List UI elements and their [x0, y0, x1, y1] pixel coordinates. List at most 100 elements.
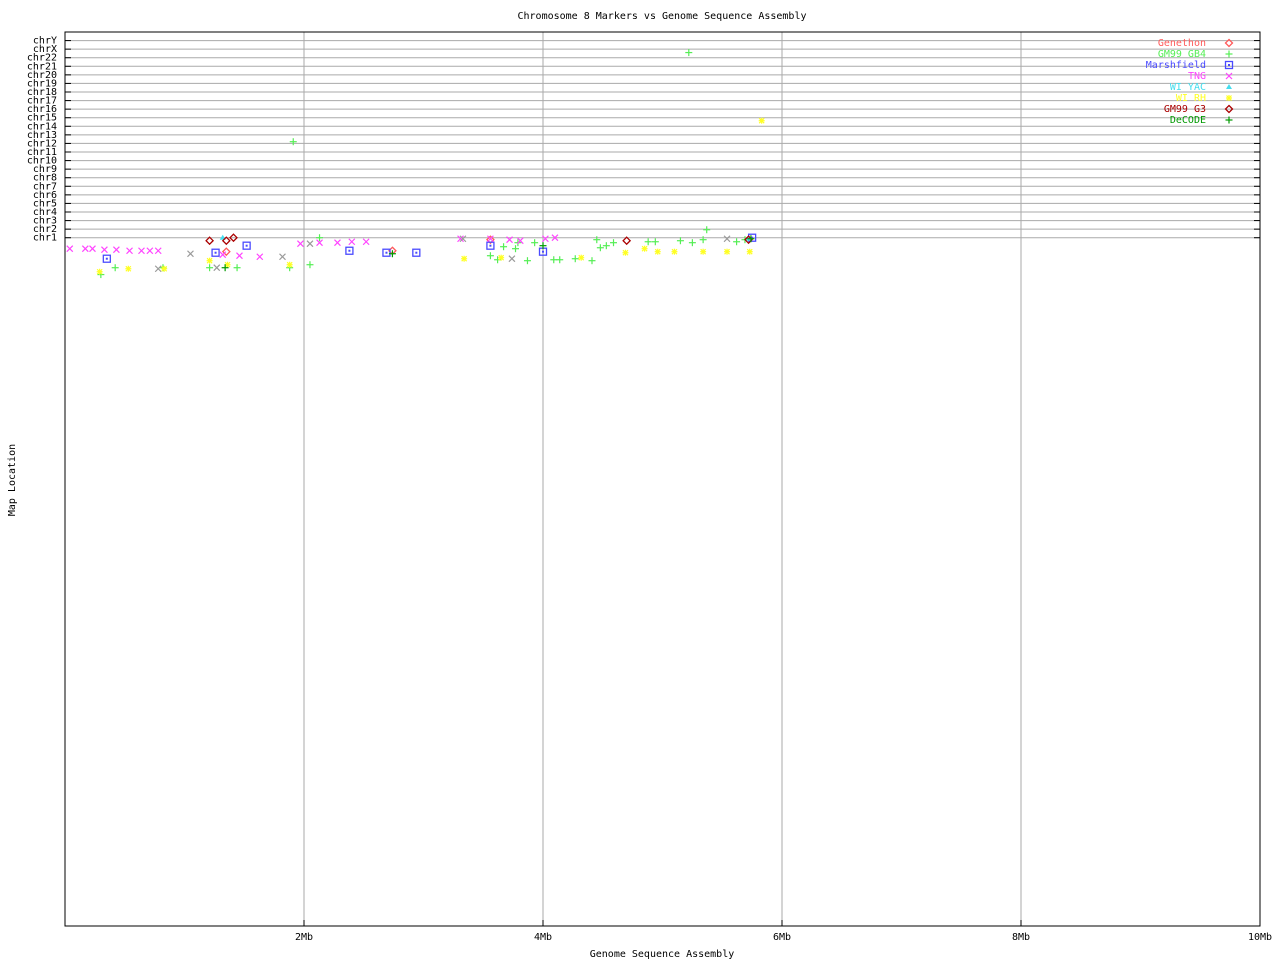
data-point-gm99-gb4: [685, 49, 693, 57]
marker-shape: [412, 248, 421, 257]
marker-stroke: [551, 234, 559, 242]
data-point-tng: [154, 247, 162, 255]
data-point-genethon: [221, 247, 231, 257]
data-point-tng: [81, 245, 89, 253]
data-point-unlabeled: [154, 265, 162, 273]
marker-shape: [486, 235, 495, 245]
y-tick-label: chr5: [33, 198, 57, 209]
marker-shape: [415, 251, 418, 254]
y-tick-label: chr22: [27, 53, 57, 64]
data-point-marshfield: [382, 248, 391, 257]
data-point-gm99-gb4: [733, 238, 741, 246]
legend-label: Genethon: [1158, 38, 1206, 49]
marker-stroke: [256, 253, 264, 261]
data-point-unlabeled: [213, 264, 221, 272]
data-point-marshfield: [242, 241, 251, 250]
data-point-decode: [539, 242, 547, 250]
legend-label: TNG: [1188, 71, 1206, 82]
marker-shape: [105, 257, 108, 260]
data-point-wi-rh: [161, 265, 168, 272]
data-point-tng: [112, 246, 120, 254]
y-tick-label: chr18: [27, 87, 57, 98]
data-point-tng: [66, 245, 74, 253]
data-point-tng: [551, 234, 559, 242]
data-point-gm99-gb4: [703, 226, 711, 234]
marker-stroke: [213, 264, 221, 272]
marker-stroke: [286, 261, 293, 268]
marker-stroke: [622, 249, 629, 256]
data-point-wi-rh: [125, 265, 132, 272]
marker-stroke: [723, 235, 731, 243]
data-point-tng: [506, 236, 513, 244]
y-tick-label: chr11: [27, 147, 57, 158]
marker-stroke: [348, 238, 356, 246]
data-point-tng: [457, 235, 464, 243]
marker-shape: [345, 246, 354, 255]
y-tick-label: chr1: [33, 233, 57, 244]
marker-shape: [348, 249, 351, 252]
data-point-wi-rh: [641, 245, 648, 252]
data-point-gm99-gb4: [593, 236, 601, 244]
data-point-gm99-g3: [622, 236, 632, 246]
legend-marker: [1224, 38, 1234, 48]
marker-stroke: [498, 254, 505, 261]
marker-shape: [1224, 104, 1234, 114]
marker-stroke: [126, 247, 133, 255]
data-point-wi-rh: [286, 261, 293, 268]
data-point-wi-rh: [206, 257, 213, 264]
data-point-tng: [516, 237, 524, 245]
data-point-genethon: [486, 235, 495, 245]
marker-shape: [102, 254, 111, 263]
y-tick-label: chr8: [33, 173, 57, 184]
x-axis-label: Genome Sequence Assembly: [590, 949, 735, 960]
marker-stroke: [306, 240, 314, 248]
data-point-wi-rh: [758, 117, 765, 124]
data-point-wi-rh: [224, 261, 231, 268]
y-tick-label: chr2: [33, 224, 57, 235]
marker-stroke: [224, 261, 231, 268]
marker-stroke: [219, 251, 227, 259]
data-point-gm99-gb4: [610, 239, 618, 247]
x-tick-label: 2Mb: [295, 932, 313, 943]
marker-shape: [242, 241, 251, 250]
data-point-tng: [101, 246, 108, 254]
data-point-gm99-gb4: [512, 245, 520, 253]
marker-stroke: [654, 248, 661, 255]
marker-stroke: [459, 235, 467, 243]
marker-shape: [214, 251, 217, 254]
data-point-gm99-gb4: [596, 244, 604, 252]
y-tick-label: chr20: [27, 70, 57, 81]
data-point-gm99-gb4: [688, 239, 696, 247]
data-point-unlabeled: [459, 235, 467, 243]
marker-shape: [1226, 84, 1232, 89]
marker-stroke: [154, 247, 162, 255]
marker-stroke: [758, 117, 765, 124]
data-point-gm99-gb4: [531, 239, 539, 247]
data-point-tng: [348, 238, 356, 246]
data-point-gm99-gb4: [233, 264, 241, 272]
data-point-tng: [138, 247, 145, 255]
marker-shape: [382, 248, 391, 257]
data-point-wi-rh: [622, 249, 629, 256]
data-point-tng: [541, 235, 549, 243]
x-tick-label: 10Mb: [1248, 932, 1272, 943]
marker-stroke: [506, 236, 513, 244]
marker-stroke: [89, 245, 96, 253]
y-tick-label: chr9: [33, 164, 57, 175]
data-point-gm99-gb4: [206, 264, 214, 272]
data-point-gm99-g3: [205, 236, 215, 246]
data-point-gm99-g3: [221, 236, 231, 246]
marker-shape: [1224, 60, 1234, 70]
y-tick-label: chr4: [33, 207, 57, 218]
data-point-unlabeled: [508, 255, 516, 263]
data-point-decode: [747, 235, 755, 243]
x-axis: 2Mb 4Mb 6Mb 8Mb 10Mb: [295, 920, 1272, 943]
marker-stroke: [112, 246, 120, 254]
data-point-gm99-gb4: [571, 255, 579, 263]
marker-stroke: [508, 255, 516, 263]
data-point-gm99-gb4: [602, 242, 610, 250]
y-tick-label: chr17: [27, 96, 57, 107]
data-point-gm99-gb4: [316, 234, 324, 242]
data-point-wi-rh: [671, 248, 678, 255]
